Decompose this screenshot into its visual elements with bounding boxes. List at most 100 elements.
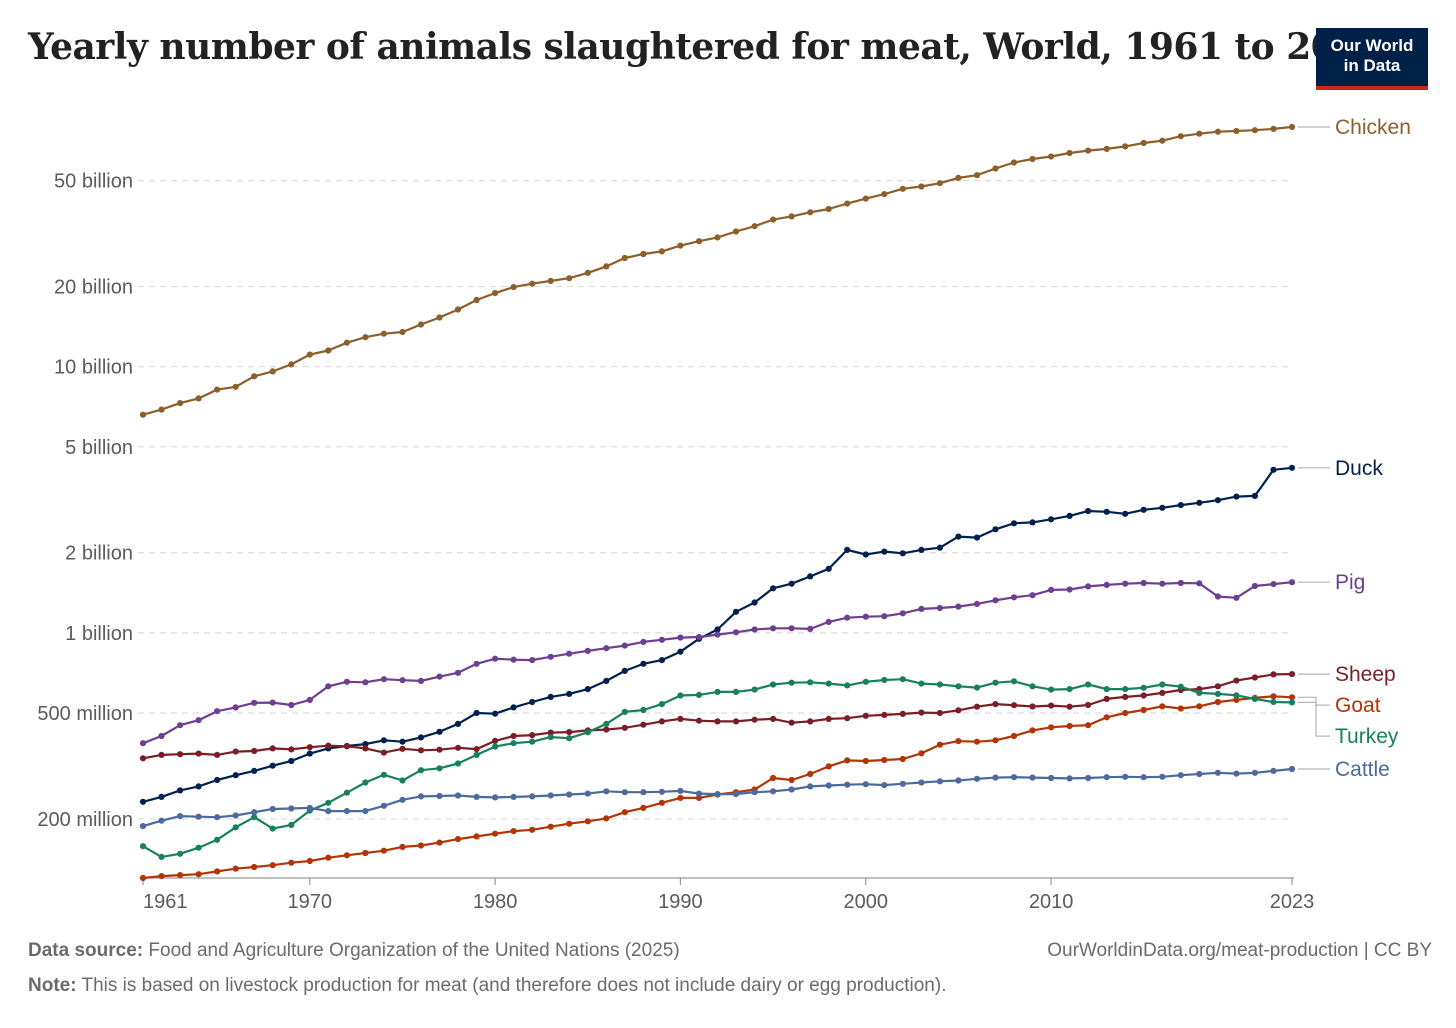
data-point[interactable] [788,786,795,793]
data-point[interactable] [288,746,295,753]
data-point[interactable] [436,792,443,800]
data-point[interactable] [473,660,480,667]
data-point[interactable] [732,228,740,235]
data-point[interactable] [1122,773,1129,780]
data-point[interactable] [899,185,906,192]
data-point[interactable] [362,334,369,341]
data-point[interactable] [658,788,666,795]
data-point[interactable] [1214,698,1221,706]
data-point[interactable] [1270,767,1277,775]
data-point[interactable] [695,790,703,797]
data-point[interactable] [1288,671,1296,678]
data-point[interactable] [454,306,462,313]
data-point[interactable] [214,868,221,875]
owid-logo[interactable]: Our World in Data [1316,28,1428,90]
data-point[interactable] [584,647,591,655]
data-point[interactable] [732,688,740,696]
data-point[interactable] [139,755,147,762]
data-point[interactable] [547,277,554,284]
data-point[interactable] [695,691,703,699]
data-point[interactable] [751,626,758,633]
data-point[interactable] [1103,695,1110,703]
series-label-sheep[interactable]: Sheep [1335,663,1396,686]
data-point[interactable] [1270,125,1277,132]
data-point[interactable] [177,751,184,758]
series-label-cattle[interactable]: Cattle [1335,758,1390,781]
data-point[interactable] [1010,774,1018,781]
data-point[interactable] [566,275,573,282]
data-point[interactable] [288,701,295,709]
data-point[interactable] [380,330,387,337]
data-point[interactable] [1029,703,1036,710]
data-point[interactable] [973,172,981,179]
data-point[interactable] [473,709,480,717]
data-point[interactable] [1140,579,1147,587]
data-point[interactable] [547,792,554,799]
series-cattle[interactable] [139,765,1296,830]
data-point[interactable] [1288,464,1296,471]
data-point[interactable] [1251,695,1258,703]
data-point[interactable] [214,751,221,759]
data-point[interactable] [584,818,591,825]
data-point[interactable] [992,679,999,686]
data-point[interactable] [510,793,517,801]
series-line[interactable] [142,678,1293,859]
data-point[interactable] [862,195,869,202]
data-point[interactable] [844,715,851,722]
data-point[interactable] [807,770,814,778]
data-point[interactable] [492,743,499,750]
data-point[interactable] [658,248,666,255]
data-point[interactable] [677,692,684,699]
data-point[interactable] [529,280,536,287]
data-point[interactable] [399,328,406,336]
data-point[interactable] [417,747,425,754]
data-point[interactable] [139,843,147,850]
data-point[interactable] [325,799,332,806]
data-point[interactable] [529,738,536,745]
data-point[interactable] [288,859,295,866]
data-point[interactable] [1196,770,1203,778]
data-point[interactable] [1085,507,1092,515]
data-point[interactable] [899,610,906,617]
data-point[interactable] [807,718,814,725]
data-point[interactable] [751,223,758,230]
data-point[interactable] [807,209,814,216]
data-point[interactable] [454,792,462,799]
data-point[interactable] [955,738,962,745]
data-point[interactable] [603,263,610,270]
data-point[interactable] [214,836,221,843]
data-point[interactable] [139,874,147,882]
data-point[interactable] [417,793,425,800]
data-point[interactable] [269,699,276,706]
data-point[interactable] [677,794,684,802]
data-point[interactable] [1159,681,1166,688]
data-point[interactable] [695,794,703,802]
data-point[interactable] [603,645,610,652]
data-point[interactable] [807,679,814,686]
data-point[interactable] [640,660,647,667]
data-point[interactable] [251,699,258,706]
data-point[interactable] [695,633,703,641]
data-point[interactable] [899,780,906,787]
data-point[interactable] [1010,678,1018,685]
data-point[interactable] [232,748,239,755]
data-point[interactable] [1251,582,1258,590]
data-point[interactable] [306,750,313,757]
data-point[interactable] [788,213,795,220]
data-point[interactable] [269,805,276,813]
data-point[interactable] [1048,586,1055,594]
data-point[interactable] [1159,137,1166,144]
data-point[interactable] [825,618,832,626]
data-point[interactable] [658,799,666,806]
data-point[interactable] [473,296,480,304]
data-point[interactable] [881,756,888,764]
series-duck[interactable] [139,464,1296,805]
data-point[interactable] [1288,699,1296,706]
data-point[interactable] [139,798,147,805]
data-point[interactable] [214,814,221,821]
data-point[interactable] [436,314,443,321]
data-point[interactable] [399,843,406,851]
data-point[interactable] [325,854,332,861]
data-point[interactable] [1159,580,1166,587]
data-point[interactable] [881,191,888,198]
